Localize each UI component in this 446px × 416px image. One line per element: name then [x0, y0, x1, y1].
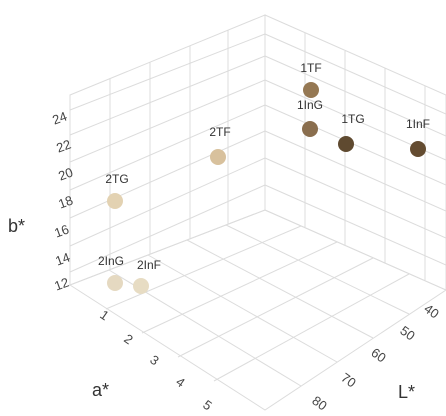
- point-marker-2ing: [107, 275, 123, 291]
- a-tick-label: 3: [147, 352, 162, 368]
- left-wall-grid: [69, 14, 266, 286]
- right-wall-grid: [264, 14, 446, 291]
- a-tick-label: 2: [121, 331, 136, 347]
- point-marker-2inf: [133, 278, 149, 294]
- b-tick-label: 16: [52, 221, 71, 240]
- floor-grid: [68, 209, 446, 411]
- point-label-1ing: 1InG: [297, 98, 323, 112]
- point-marker-2tg: [107, 193, 123, 209]
- a-axis-label: a*: [92, 380, 109, 400]
- b-tick-label: 22: [54, 136, 73, 155]
- l-axis-label: L*: [398, 382, 415, 402]
- point-label-2tf: 2TF: [209, 125, 230, 139]
- point-label-1tf: 1TF: [300, 61, 321, 75]
- point-marker-1ing: [302, 121, 318, 137]
- b-tick-label: 24: [50, 108, 69, 127]
- b-axis-label: b*: [8, 216, 25, 236]
- point-label-2inf: 2InF: [137, 258, 161, 272]
- b-tick-label: 20: [56, 164, 75, 183]
- point-marker-1tf: [303, 82, 319, 98]
- l-tick-label: 70: [338, 370, 358, 391]
- b-tick-label: 18: [56, 192, 75, 211]
- point-label-2tg: 2TG: [105, 172, 128, 186]
- data-points: 1TF 1InG 1TG 1InF 2TF 2TG 2InG 2InF: [98, 61, 430, 294]
- b-axis-ticks: 12 14 16 18 20 22 24: [50, 108, 75, 293]
- a-tick-label: 5: [200, 397, 215, 413]
- a-tick-label: 4: [173, 374, 188, 390]
- a-tick-label: 1: [97, 307, 112, 323]
- point-label-1inf: 1InF: [406, 117, 430, 131]
- l-tick-label: 60: [368, 345, 388, 366]
- b-tick-label: 14: [53, 249, 72, 268]
- point-label-1tg: 1TG: [341, 112, 364, 126]
- l-tick-label: 50: [397, 323, 417, 344]
- point-marker-1inf: [410, 141, 426, 157]
- point-marker-1tg: [338, 136, 354, 152]
- l-tick-label: 40: [421, 301, 441, 322]
- point-marker-2tf: [210, 149, 226, 165]
- point-label-2ing: 2InG: [98, 254, 124, 268]
- l-tick-label: 80: [309, 393, 329, 414]
- b-tick-label: 12: [52, 274, 71, 293]
